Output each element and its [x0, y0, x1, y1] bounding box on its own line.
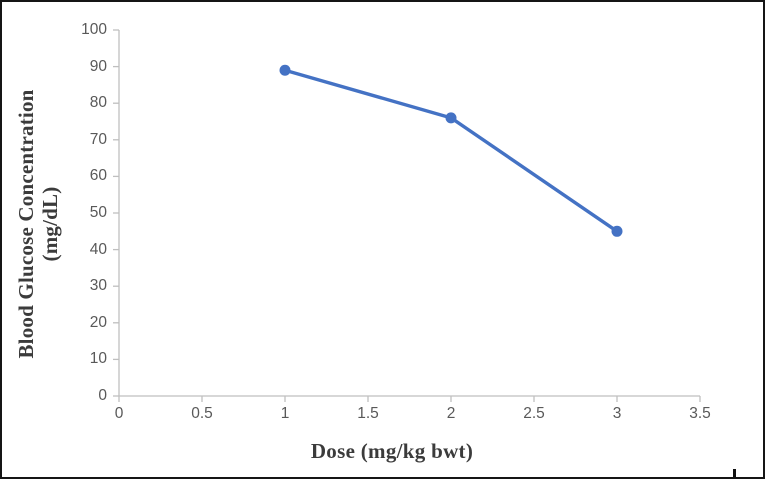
y-axis-title-line2: (mg/dL) [38, 186, 62, 262]
data-point-marker [279, 64, 291, 76]
y-axis-title-line1: Blood Glucose Concentration [14, 89, 38, 359]
y-tick-label: 30 [89, 277, 107, 295]
x-tick-label: 3 [612, 405, 622, 422]
data-series-line [283, 68, 619, 234]
y-tick-label: 90 [89, 57, 107, 75]
y-tick-label: 10 [89, 350, 107, 368]
y-tick-label: 50 [89, 204, 107, 221]
x-tick-label: 0 [114, 405, 124, 422]
x-axis-title: Dose (mg/kg bwt) [310, 439, 474, 463]
x-tick-label: 2.5 [523, 405, 545, 422]
y-tick-label: 70 [89, 130, 107, 148]
y-tick-label: 60 [89, 167, 107, 185]
y-axis-title: Blood Glucose Concentration (mg/dL) [14, 44, 66, 404]
y-tick-label: 20 [89, 313, 107, 331]
x-tick-label: 2 [446, 405, 456, 422]
data-point-marker [445, 112, 457, 124]
x-tick-label: 1.5 [357, 405, 379, 422]
cursor-artifact [733, 469, 736, 477]
y-tick-label: 40 [89, 240, 107, 258]
y-tick-label: 100 [81, 21, 107, 38]
x-tick-label: 0.5 [191, 405, 213, 422]
x-tick-label: 1 [280, 405, 290, 422]
y-tick-label: 0 [98, 387, 107, 404]
data-point-marker [611, 225, 623, 237]
y-tick-label: 80 [89, 94, 107, 112]
x-tick-label: 3.5 [689, 405, 711, 422]
